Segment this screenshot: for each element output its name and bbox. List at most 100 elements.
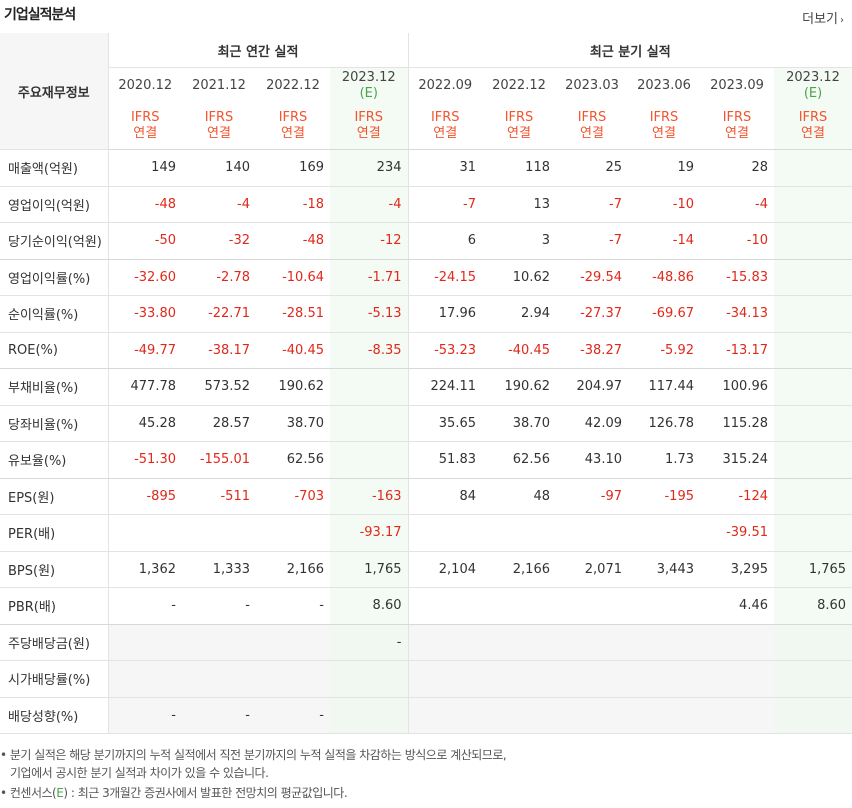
table-cell bbox=[774, 149, 852, 187]
table-cell bbox=[774, 697, 852, 734]
table-cell: 117.44 bbox=[628, 368, 700, 406]
table-row: PER(배) -93.17 -39.51 bbox=[0, 514, 852, 552]
table-cell bbox=[182, 624, 256, 661]
main-info-header: 주요재무정보 bbox=[0, 33, 109, 150]
table-cell: 6 bbox=[407, 222, 482, 260]
table-cell bbox=[482, 514, 556, 552]
table-row: ROE(%) -49.77 -38.17 -40.45 -8.35 -53.23 -40.4… bbox=[0, 332, 852, 369]
table-cell: 118 bbox=[482, 149, 556, 187]
table-cell: -195 bbox=[628, 478, 700, 515]
period-header: 2023.09 bbox=[710, 78, 764, 93]
table-cell: 2,071 bbox=[556, 551, 628, 588]
table-cell bbox=[330, 697, 408, 734]
table-cell: 35.65 bbox=[407, 405, 482, 442]
table-cell bbox=[407, 514, 482, 552]
period-header: 2023.03 bbox=[565, 78, 619, 93]
table-cell: -48 bbox=[108, 186, 182, 223]
table-cell bbox=[628, 514, 700, 552]
table-cell: -34.13 bbox=[700, 295, 774, 333]
table-cell: -511 bbox=[182, 478, 256, 515]
table-cell: 1,765 bbox=[774, 551, 852, 588]
table-cell bbox=[182, 514, 256, 552]
basis-label: 연결 bbox=[133, 126, 158, 141]
table-cell bbox=[700, 660, 774, 698]
chevron-right-icon: › bbox=[840, 15, 844, 26]
table-cell: -10 bbox=[700, 222, 774, 260]
table-cell: -38.27 bbox=[556, 332, 628, 369]
basis-label: 연결 bbox=[356, 126, 381, 141]
table-cell: 115.28 bbox=[700, 405, 774, 442]
table-cell: -50 bbox=[108, 222, 182, 260]
table-cell: -40.45 bbox=[256, 332, 330, 369]
basis-label: 연결 bbox=[507, 126, 531, 141]
table-cell: -39.51 bbox=[700, 514, 774, 552]
table-cell: -10.64 bbox=[256, 259, 330, 296]
estimate-mark: (E) bbox=[803, 85, 823, 101]
table-cell: -155.01 bbox=[182, 441, 256, 479]
table-cell bbox=[628, 624, 700, 661]
period-header: 2020.12 bbox=[118, 78, 173, 93]
table-cell bbox=[182, 660, 256, 698]
table-row: BPS(원) 1,362 1,333 2,166 1,765 2,104 2,166 2,07… bbox=[0, 551, 852, 588]
table-cell: 28 bbox=[700, 149, 774, 187]
row-label: 매출액(억원) bbox=[0, 149, 109, 187]
ifrs-basis-header: IFRS 연결 bbox=[407, 103, 482, 150]
row-label: 부채비율(%) bbox=[0, 368, 109, 406]
table-cell: -7 bbox=[556, 186, 628, 223]
table-cell bbox=[108, 624, 182, 661]
table-cell: 1,333 bbox=[182, 551, 256, 588]
table-cell: 573.52 bbox=[182, 368, 256, 406]
table-cell bbox=[774, 405, 852, 442]
period-header: 2023.12 (E) bbox=[774, 67, 852, 103]
table-cell: 3,443 bbox=[628, 551, 700, 588]
row-label: 영업이익률(%) bbox=[0, 259, 109, 296]
table-cell: - bbox=[182, 697, 256, 734]
table-cell bbox=[330, 368, 408, 406]
ifrs-basis-header: IFRS 연결 bbox=[556, 103, 628, 150]
table-cell bbox=[108, 514, 182, 552]
table-cell: -4 bbox=[330, 186, 408, 223]
ifrs-label: IFRS bbox=[204, 110, 234, 125]
row-label: 순이익률(%) bbox=[0, 295, 109, 333]
table-cell bbox=[774, 514, 852, 552]
table-cell: - bbox=[108, 697, 182, 734]
table-row: 순이익률(%) -33.80 -22.71 -28.51 -5.13 17.96 2.94-… bbox=[0, 295, 852, 333]
table-cell: 315.24 bbox=[700, 441, 774, 479]
table-row: 부채비율(%) 477.78 573.52 190.62 224.11 190.62 204… bbox=[0, 368, 852, 406]
ifrs-label: IFRS bbox=[354, 110, 384, 125]
quarter-header: 최근 분기 실적 bbox=[407, 33, 852, 68]
basis-label: 연결 bbox=[580, 126, 604, 141]
basis-label: 연결 bbox=[433, 126, 458, 141]
table-cell: 38.70 bbox=[256, 405, 330, 442]
table-row: EPS(원) -895 -511 -703 -163 84 48 -97 -195 -124 bbox=[0, 478, 852, 515]
table-cell: -40.45 bbox=[482, 332, 556, 369]
table-cell: -48 bbox=[256, 222, 330, 260]
table-cell bbox=[556, 660, 628, 698]
table-row: 시가배당률(%) bbox=[0, 660, 852, 698]
table-cell: -5.13 bbox=[330, 295, 408, 333]
table-cell: 477.78 bbox=[108, 368, 182, 406]
table-cell: -22.71 bbox=[182, 295, 256, 333]
table-cell: 1,362 bbox=[108, 551, 182, 588]
table-cell: -7 bbox=[556, 222, 628, 260]
table-cell bbox=[556, 587, 628, 625]
table-cell: -7 bbox=[407, 186, 482, 223]
ifrs-label: IFRS bbox=[577, 110, 607, 125]
more-link[interactable]: 더보기 › bbox=[802, 8, 844, 27]
table-cell: 8.60 bbox=[774, 587, 852, 625]
table-cell: 2,166 bbox=[256, 551, 330, 588]
table-cell: 13 bbox=[482, 186, 556, 223]
table-cell: 126.78 bbox=[628, 405, 700, 442]
table-cell bbox=[482, 624, 556, 661]
table-row: 배당성향(%) - - - bbox=[0, 697, 852, 734]
table-cell: -14 bbox=[628, 222, 700, 260]
table-cell: 190.62 bbox=[482, 368, 556, 406]
period-header: 2023.06 bbox=[637, 78, 691, 93]
table-cell: -12 bbox=[330, 222, 408, 260]
table-cell: -49.77 bbox=[108, 332, 182, 369]
table-cell: -32 bbox=[182, 222, 256, 260]
table-row: 당기순이익(억원) -50 -32 -48 -12 6 3 -7 -14 -10 bbox=[0, 222, 852, 260]
table-cell: 2,104 bbox=[407, 551, 482, 588]
table-cell: -13.17 bbox=[700, 332, 774, 369]
row-label: 당좌비율(%) bbox=[0, 405, 109, 442]
